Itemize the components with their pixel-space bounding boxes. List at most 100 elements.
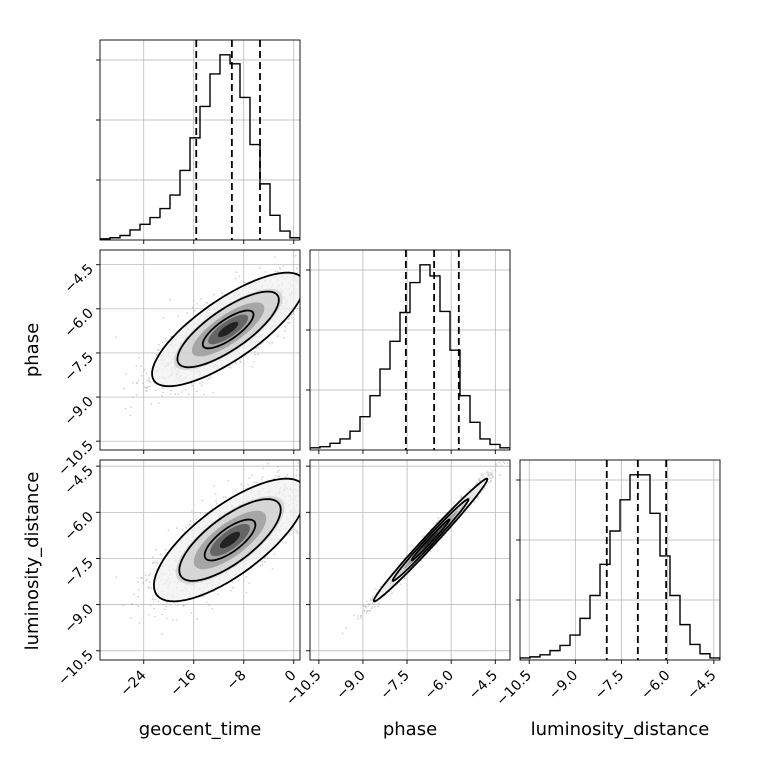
xlabel-geocent-time: geocent_time <box>139 719 262 740</box>
contour-0 <box>152 477 300 603</box>
sample-point <box>261 476 264 479</box>
sample-point <box>115 576 118 579</box>
sample-point <box>164 548 167 551</box>
sample-point <box>339 500 341 502</box>
sample-point <box>500 464 503 467</box>
sample-point <box>284 325 287 328</box>
sample-point <box>310 289 312 291</box>
sample-point <box>326 235 328 237</box>
sample-point <box>315 506 317 508</box>
sample-point <box>307 481 309 483</box>
sample-point <box>261 563 264 566</box>
sample-point <box>232 586 234 589</box>
sample-point <box>289 533 291 536</box>
sample-point <box>302 299 304 301</box>
sample-point <box>482 473 484 476</box>
sample-point <box>295 531 297 533</box>
sample-point <box>303 477 305 479</box>
sample-point <box>311 246 313 248</box>
sample-point <box>131 396 134 399</box>
y-tick-label-luminosity_distance: −6.0 <box>61 509 96 544</box>
x-tick-label-luminosity_distance: −4.5 <box>684 668 719 703</box>
sample-point <box>224 496 227 499</box>
sample-point <box>163 608 166 611</box>
sample-point <box>311 481 313 483</box>
y-tick-label-luminosity_distance: −10.5 <box>55 647 97 689</box>
x-tick-label-phase: −9.0 <box>333 668 368 703</box>
sample-point <box>371 597 374 599</box>
sample-point <box>313 298 315 300</box>
sample-point <box>185 527 188 529</box>
y-tick-label-phase: −9.0 <box>61 394 96 429</box>
sample-point <box>196 303 198 305</box>
sample-point <box>235 277 237 280</box>
sample-point <box>478 480 480 482</box>
sample-point <box>169 393 172 395</box>
sample-point <box>271 568 274 570</box>
sample-point <box>276 270 279 273</box>
sample-point <box>437 519 440 522</box>
sample-point <box>259 565 262 567</box>
sample-point <box>306 312 308 314</box>
sample-point <box>152 595 155 597</box>
sample-point <box>137 580 139 583</box>
sample-point <box>261 560 264 563</box>
joint-phase_vs_luminosity_distance: −10.5 −9.0 −7.5 −6.0 −4.5 <box>283 436 523 709</box>
sample-point <box>302 270 304 272</box>
sample-point <box>161 341 164 344</box>
sample-point <box>312 261 314 263</box>
x-tick-label-luminosity_distance: −6.0 <box>638 668 673 703</box>
contour-2 <box>203 518 257 562</box>
sample-point <box>255 481 258 484</box>
sample-point <box>271 341 274 344</box>
joint-geocent_time_vs_luminosity_distance: −24 −16 −8 0−10.5−9.0−7.5−6.0−4.5 <box>55 448 341 700</box>
sample-point <box>158 349 160 352</box>
sample-point <box>174 393 177 396</box>
sample-point <box>329 286 331 288</box>
sample-point <box>137 605 139 608</box>
sample-point <box>274 256 276 259</box>
sample-point <box>322 470 324 472</box>
contour-2 <box>410 518 451 562</box>
histogram-luminosity_distance: −10.5 −9.0 −7.5 −6.0 −4.5 <box>493 459 721 709</box>
sample-point <box>166 601 169 604</box>
sample-point <box>140 374 143 377</box>
sample-point <box>254 350 256 353</box>
sample-point <box>283 329 286 332</box>
sample-point <box>479 477 481 480</box>
x-tick-label-geocent_time: −8 <box>224 668 250 694</box>
sample-point <box>148 377 150 380</box>
sample-point <box>268 342 271 345</box>
sample-point <box>285 476 287 478</box>
sample-point <box>362 605 365 608</box>
sample-point <box>187 393 190 396</box>
y-tick-label-phase: −4.5 <box>61 261 96 296</box>
sample-point <box>240 483 243 486</box>
sample-point <box>369 599 372 602</box>
contour-1 <box>176 290 280 369</box>
sample-point <box>499 474 501 477</box>
sample-point <box>156 562 159 565</box>
sample-point <box>312 283 314 285</box>
sample-point <box>506 462 509 465</box>
sample-point <box>155 598 157 601</box>
sample-point <box>150 403 153 406</box>
sample-point <box>264 560 266 563</box>
sample-point <box>313 496 315 498</box>
sample-point <box>287 321 289 324</box>
sample-point <box>188 523 191 526</box>
sample-point <box>403 577 406 579</box>
sample-point <box>320 474 322 476</box>
sample-point <box>473 500 476 503</box>
sample-point <box>312 482 314 484</box>
sample-point <box>153 615 156 618</box>
sample-point <box>301 474 303 476</box>
sample-point <box>496 465 498 467</box>
sample-point <box>212 391 214 394</box>
sample-point <box>282 265 285 267</box>
sample-point <box>297 448 299 450</box>
sample-point <box>370 607 373 610</box>
sample-point <box>521 436 523 438</box>
sample-point <box>377 605 380 608</box>
sample-point <box>295 474 297 477</box>
